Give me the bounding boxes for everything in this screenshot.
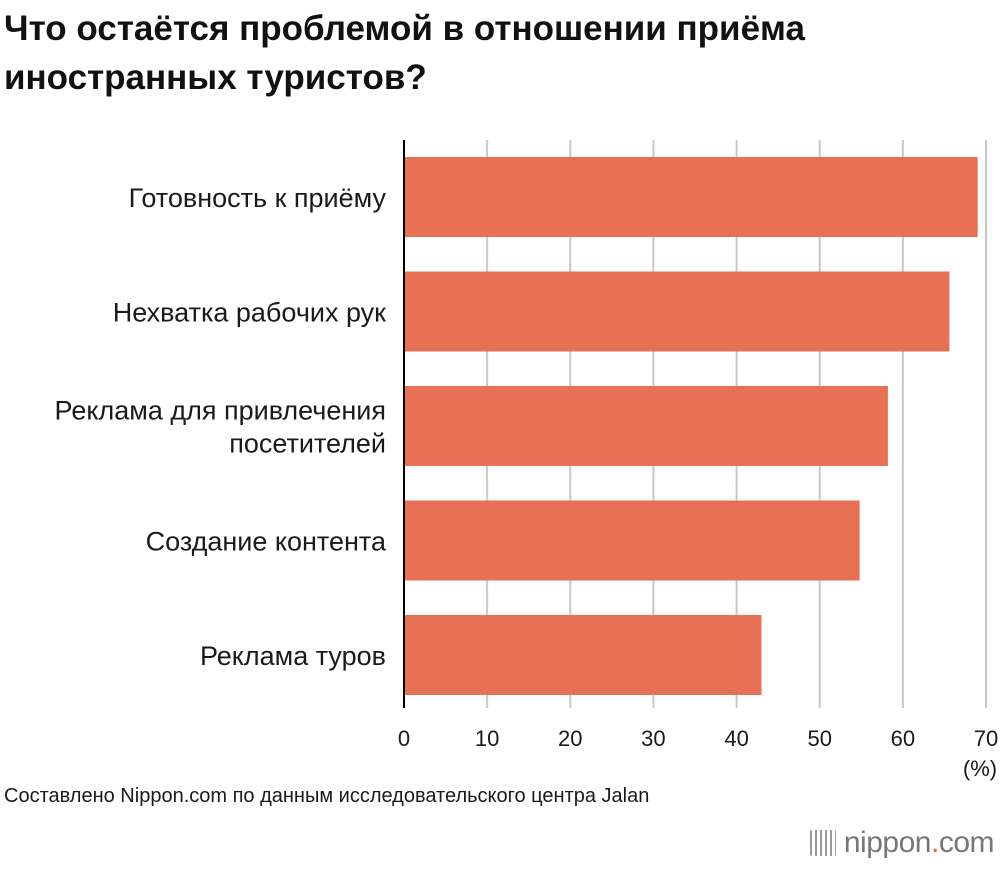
tick-label-70: 70 bbox=[974, 726, 998, 751]
bar-0 bbox=[404, 157, 978, 237]
source-note: Составлено Nippon.com по данным исследов… bbox=[4, 785, 650, 807]
logo-text-dot: . bbox=[930, 826, 939, 859]
category-label-0: Готовность к приёму bbox=[129, 183, 387, 213]
category-label-3: Создание контента bbox=[146, 527, 387, 557]
x-unit-label: (%) bbox=[963, 756, 997, 781]
bar-2 bbox=[404, 386, 888, 466]
tick-label-20: 20 bbox=[558, 726, 582, 751]
logo-text-suffix: com bbox=[938, 826, 995, 859]
tick-label-30: 30 bbox=[641, 726, 665, 751]
nippon-logo[interactable]: nippon. com bbox=[809, 826, 995, 860]
tick-label-60: 60 bbox=[891, 726, 915, 751]
bar-4 bbox=[404, 615, 762, 695]
category-label-2: Реклама для привлечения посетителей bbox=[55, 396, 386, 459]
tick-label-0: 0 bbox=[398, 726, 410, 751]
category-label-1: Нехватка рабочих рук bbox=[113, 298, 386, 328]
bar-3 bbox=[404, 500, 860, 581]
logo-text-main: nippon bbox=[843, 826, 932, 859]
bar-1 bbox=[404, 271, 950, 352]
tick-label-40: 40 bbox=[724, 726, 748, 751]
tick-label-10: 10 bbox=[475, 726, 499, 751]
category-label-4: Реклама туров bbox=[200, 641, 386, 671]
nippon-logo-icon bbox=[809, 830, 836, 856]
tick-label-50: 50 bbox=[807, 726, 831, 751]
bar-chart: Готовность к приёму Нехватка рабочих рук Р… bbox=[55, 140, 998, 781]
chart-title: Что остаётся проблемой в отношении приём… bbox=[4, 9, 805, 97]
